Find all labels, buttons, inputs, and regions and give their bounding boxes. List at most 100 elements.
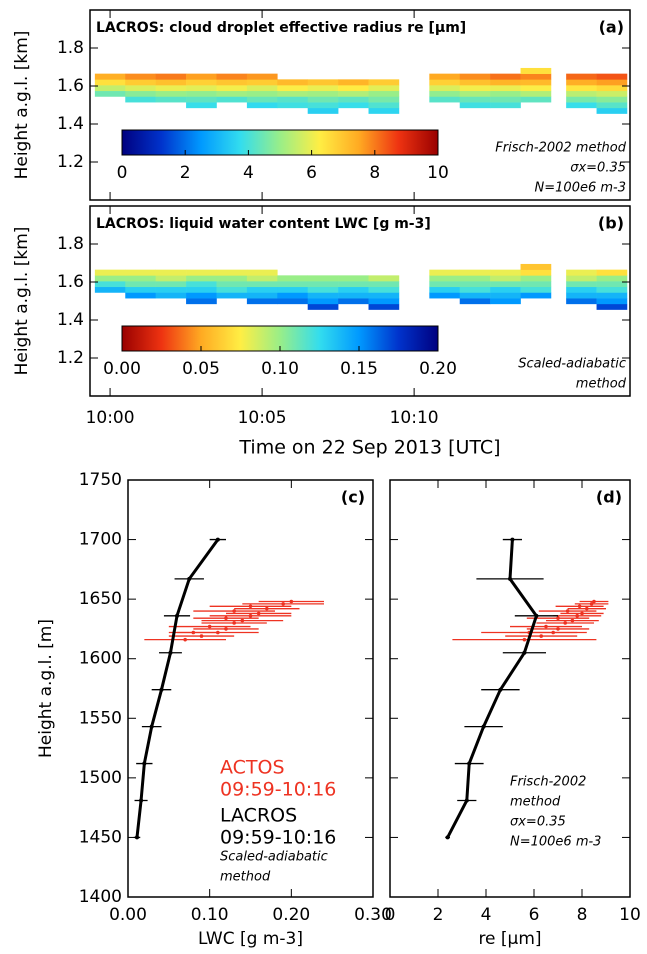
point (207, 624, 212, 629)
x-tick-label: 0.00 (109, 905, 147, 925)
cell (520, 90, 552, 97)
cell (490, 269, 521, 276)
cell (520, 67, 552, 74)
cell (216, 269, 248, 276)
point (256, 611, 261, 616)
cell (459, 102, 491, 109)
cell (186, 73, 217, 80)
cell (246, 286, 278, 293)
cell (596, 281, 628, 288)
point (577, 604, 582, 609)
cell (520, 96, 552, 103)
cell (307, 102, 339, 109)
cell (186, 292, 217, 299)
y-tick-label: 1550 (79, 708, 122, 728)
x-axis-label: LWC [g m-3] (198, 929, 303, 949)
cell (490, 102, 521, 109)
cell (277, 286, 309, 293)
point (592, 599, 596, 604)
y-tick-label: 1.6 (57, 76, 84, 96)
point (289, 599, 294, 604)
annotation: method (576, 377, 627, 392)
cell (246, 90, 278, 97)
x-tick-label: 10 (619, 905, 641, 925)
cell (490, 286, 521, 293)
point (224, 616, 228, 621)
cell (155, 286, 187, 293)
cell (596, 96, 628, 103)
cell (186, 102, 217, 109)
cell (216, 292, 248, 299)
cell (155, 96, 187, 103)
cell (368, 292, 400, 299)
cell (596, 107, 628, 114)
point (563, 621, 567, 625)
cell (277, 298, 309, 305)
cell (186, 286, 217, 293)
cell (429, 96, 461, 103)
point (556, 627, 560, 631)
cell (186, 269, 217, 276)
annotation: Scaled-adiabatic (220, 850, 328, 865)
cell (125, 85, 156, 92)
point (240, 618, 245, 623)
cell (429, 79, 461, 86)
annotation: Scaled-adiabatic (518, 357, 626, 372)
cell (186, 79, 217, 86)
cell (216, 79, 248, 86)
y-tick-label: 1.4 (57, 310, 84, 330)
cell (520, 269, 552, 276)
colorbar-tick-label: 8 (369, 163, 380, 183)
frame (89, 9, 631, 201)
cell (94, 79, 126, 86)
cell (277, 85, 309, 92)
cell (155, 90, 187, 97)
colorbar-tick-label: 10 (427, 163, 449, 183)
cell (277, 79, 309, 86)
x-tick-label: 8 (577, 905, 588, 925)
y-tick-label: 1650 (79, 589, 122, 609)
cell (459, 298, 491, 305)
frame (389, 479, 631, 898)
cell (368, 96, 400, 103)
cell (307, 303, 339, 310)
y-tick-label: 1.2 (57, 348, 84, 368)
cell (216, 275, 248, 282)
colorbar-tick-label: 0.10 (261, 359, 299, 379)
panel-label: (b) (598, 214, 624, 233)
cell (368, 90, 400, 97)
cell (94, 269, 126, 276)
panel-title: LACROS: cloud droplet effective radius r… (96, 20, 466, 36)
cell (186, 281, 217, 288)
x-tick-label: 0.20 (272, 905, 310, 925)
cell (216, 96, 248, 103)
cell (186, 96, 217, 103)
point (585, 606, 589, 611)
cell (596, 286, 628, 293)
cell (246, 102, 278, 109)
cell (596, 298, 628, 305)
cell (338, 281, 369, 288)
cell (307, 275, 339, 282)
cell (520, 263, 552, 270)
cell (307, 107, 339, 114)
point (575, 614, 579, 618)
cell (155, 281, 187, 288)
cell (566, 90, 597, 97)
cell (246, 79, 278, 86)
cell (459, 281, 491, 288)
cell (429, 275, 461, 282)
point (232, 621, 236, 625)
point (570, 618, 575, 623)
point (265, 606, 269, 611)
y-axis-label: Height a.g.l. [km] (12, 227, 32, 376)
legend-period: 09:59-10:16 (220, 779, 336, 801)
y-tick-label: 1400 (79, 887, 122, 907)
cell (125, 281, 156, 288)
legend-entry: LACROS (220, 805, 297, 827)
cell (338, 102, 369, 109)
x-tick-label: 0.10 (191, 905, 229, 925)
colorbar-tick-label: 0.05 (182, 359, 220, 379)
cell (596, 90, 628, 97)
cell (368, 102, 400, 109)
